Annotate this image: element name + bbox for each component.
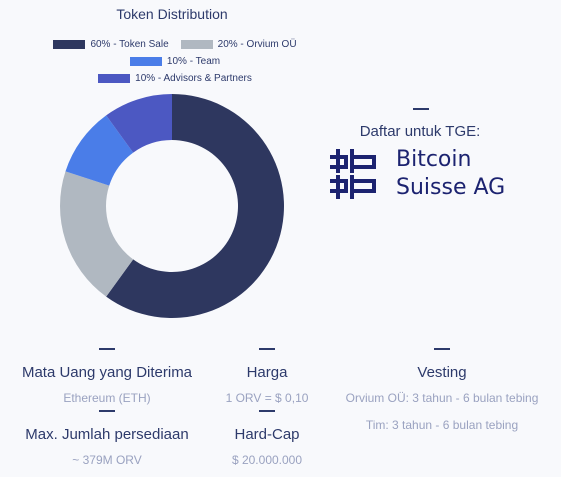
info-hardcap: Hard-Cap $ 20.000.000 [208, 410, 326, 467]
bitcoin-suisse-logo-icon [330, 149, 376, 199]
hardcap-label: Hard-Cap [234, 426, 300, 443]
info-vesting: Vesting Orvium OÜ: 3 tahun - 6 bulan teb… [331, 348, 553, 432]
legend-item-advisors[interactable]: 10% - Advisors & Partners [98, 73, 252, 84]
logo-text-line2: Suisse AG [396, 175, 506, 200]
chart-legend: 60% - Token Sale 20% - Orvium OÜ 10% - T… [40, 36, 310, 87]
hardcap-divider [259, 410, 275, 412]
donut-slice-team[interactable] [65, 115, 134, 186]
info-currency: Mata Uang yang Diterima Ethereum (ETH) [0, 348, 214, 405]
legend-swatch-advisors [98, 74, 131, 83]
donut-slice-orvium[interactable] [59, 171, 134, 297]
legend-label-team: 10% - Team [166, 56, 221, 67]
tge-divider [413, 108, 429, 110]
chart-title: Token Distribution [116, 6, 228, 22]
legend-item-orvium[interactable]: 20% - Orvium OÜ [180, 39, 297, 50]
currency-divider [99, 348, 115, 350]
legend-label-advisors: 10% - Advisors & Partners [135, 73, 252, 84]
donut-chart [59, 94, 284, 318]
legend-label-orvium: 20% - Orvium OÜ [217, 39, 297, 50]
vesting-divider [434, 348, 450, 350]
supply-divider [99, 410, 115, 412]
donut-slice-token-sale[interactable] [106, 94, 284, 318]
tge-label: Daftar untuk TGE: [359, 123, 481, 140]
vesting-value-orvium: Orvium OÜ: 3 tahun - 6 bulan tebing [345, 391, 539, 405]
legend-label-token-sale: 60% - Token Sale [90, 39, 169, 50]
price-divider [259, 348, 275, 350]
legend-swatch-team [129, 57, 162, 66]
currency-label: Mata Uang yang Diterima [21, 364, 193, 381]
hardcap-value: $ 20.000.000 [231, 453, 303, 467]
legend-swatch-orvium [180, 40, 213, 49]
legend-item-token-sale[interactable]: 60% - Token Sale [53, 39, 169, 50]
donut-slice-advisors[interactable] [106, 94, 172, 153]
bitcoin-suisse-logo[interactable]: Bitcoin Suisse AG [328, 145, 505, 203]
legend-item-team[interactable]: 10% - Team [129, 56, 221, 67]
legend-swatch-token-sale [53, 40, 86, 49]
vesting-label: Vesting [417, 364, 467, 381]
supply-label: Max. Jumlah persediaan [25, 426, 189, 443]
price-label: Harga [246, 364, 288, 381]
info-supply: Max. Jumlah persediaan ~ 379M ORV [0, 410, 214, 467]
price-value: 1 ORV = $ 0,10 [225, 391, 309, 405]
supply-value: ~ 379M ORV [72, 453, 142, 467]
info-price: Harga 1 ORV = $ 0,10 [208, 348, 326, 405]
currency-value: Ethereum (ETH) [63, 391, 151, 405]
vesting-value-team: Tim: 3 tahun - 6 bulan tebing [365, 418, 519, 432]
logo-text-line1: Bitcoin [396, 147, 472, 172]
